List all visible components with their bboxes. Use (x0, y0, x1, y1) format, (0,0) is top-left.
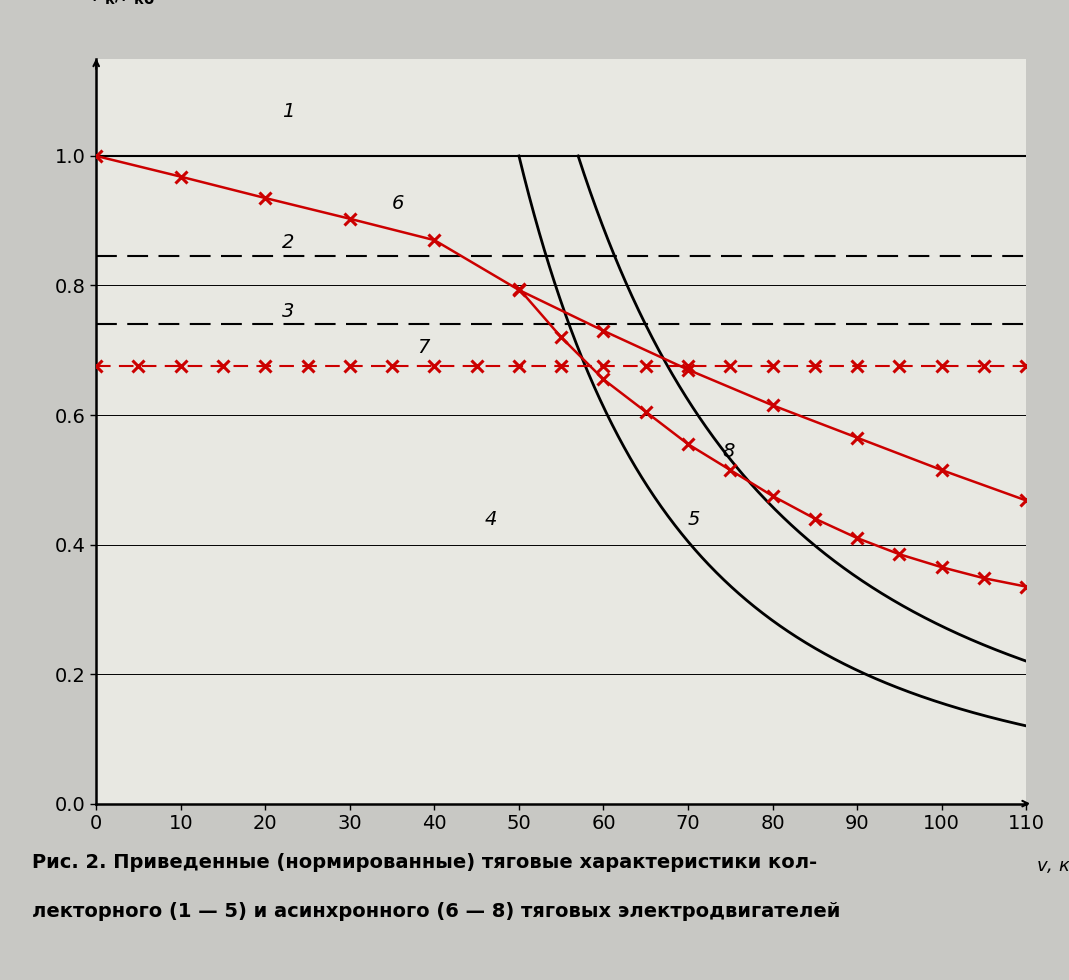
Text: 4: 4 (485, 511, 497, 529)
Text: 3: 3 (282, 302, 295, 320)
Text: 6: 6 (392, 194, 404, 213)
Text: Рис. 2. Приведенные (нормированные) тяговые характеристики кол-: Рис. 2. Приведенные (нормированные) тяго… (32, 853, 817, 871)
Text: 8: 8 (722, 442, 734, 462)
Text: $v$, км/ч: $v$, км/ч (1036, 856, 1069, 875)
Text: 2: 2 (282, 233, 295, 252)
Text: 7: 7 (418, 338, 430, 358)
Text: $\mathit{F}_\mathbf{к}/\mathit{F}_\mathbf{кб}$: $\mathit{F}_\mathbf{к}/\mathit{F}_\mathb… (92, 0, 155, 7)
Text: 1: 1 (282, 102, 295, 122)
Text: 5: 5 (688, 511, 700, 529)
Text: лекторного (1 — 5) и асинхронного (6 — 8) тяговых электродвигателей: лекторного (1 — 5) и асинхронного (6 — 8… (32, 902, 840, 920)
